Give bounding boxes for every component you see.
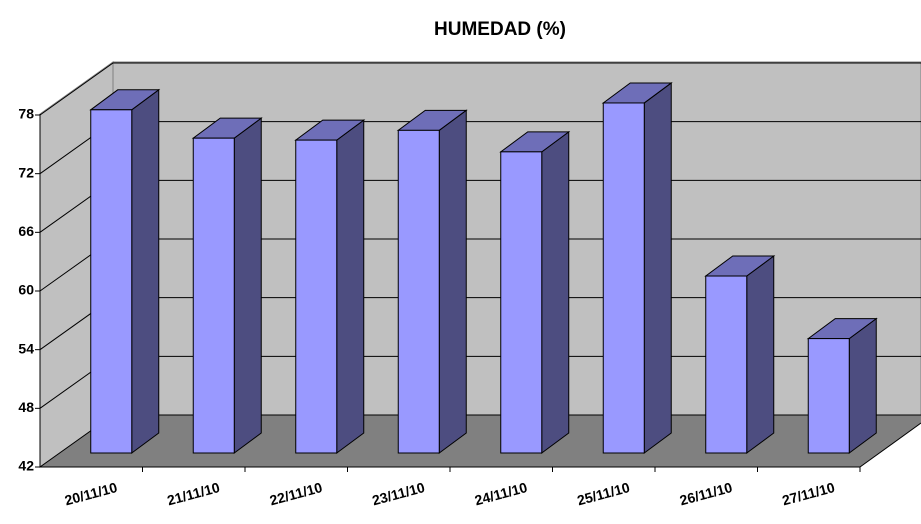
bar	[295, 139, 338, 454]
floor	[40, 415, 921, 467]
bar	[192, 137, 235, 454]
floor-edge	[859, 422, 921, 468]
y-tick-label: 42	[18, 458, 34, 474]
x-tick-label: 22/11/10	[268, 479, 324, 508]
y-tick-label: 78	[18, 106, 34, 122]
x-tick-label: 21/11/10	[165, 479, 221, 508]
bars	[89, 81, 878, 454]
bar-side	[336, 119, 365, 454]
y-tick-label: 48	[18, 399, 34, 415]
y-tick-label: 66	[18, 223, 34, 239]
bar	[397, 129, 440, 454]
x-tick-label: 26/11/10	[678, 479, 734, 508]
x-tick-label: 25/11/10	[575, 479, 631, 508]
x-tick-label: 24/11/10	[473, 479, 529, 508]
bar	[602, 102, 645, 454]
bar-side	[438, 109, 467, 454]
bar-side	[541, 130, 570, 454]
bar	[807, 338, 850, 454]
x-tick-label: 20/11/10	[63, 479, 119, 508]
bar-side	[848, 317, 877, 454]
y-tick-label: 72	[18, 164, 34, 180]
x-tick-label: 27/11/10	[780, 479, 836, 508]
x-tick-label: 23/11/10	[370, 479, 426, 508]
bar	[500, 151, 543, 454]
y-tick-label: 54	[18, 340, 34, 356]
bar-side	[131, 88, 160, 454]
y-tick-label: 60	[18, 282, 34, 298]
bar	[705, 275, 748, 454]
bar	[90, 109, 133, 454]
bar-side	[233, 117, 262, 454]
bar-side	[643, 81, 672, 454]
grid-line	[39, 62, 921, 116]
chart-title: HUMEDAD (%)	[434, 19, 566, 40]
bar-side	[746, 255, 775, 454]
